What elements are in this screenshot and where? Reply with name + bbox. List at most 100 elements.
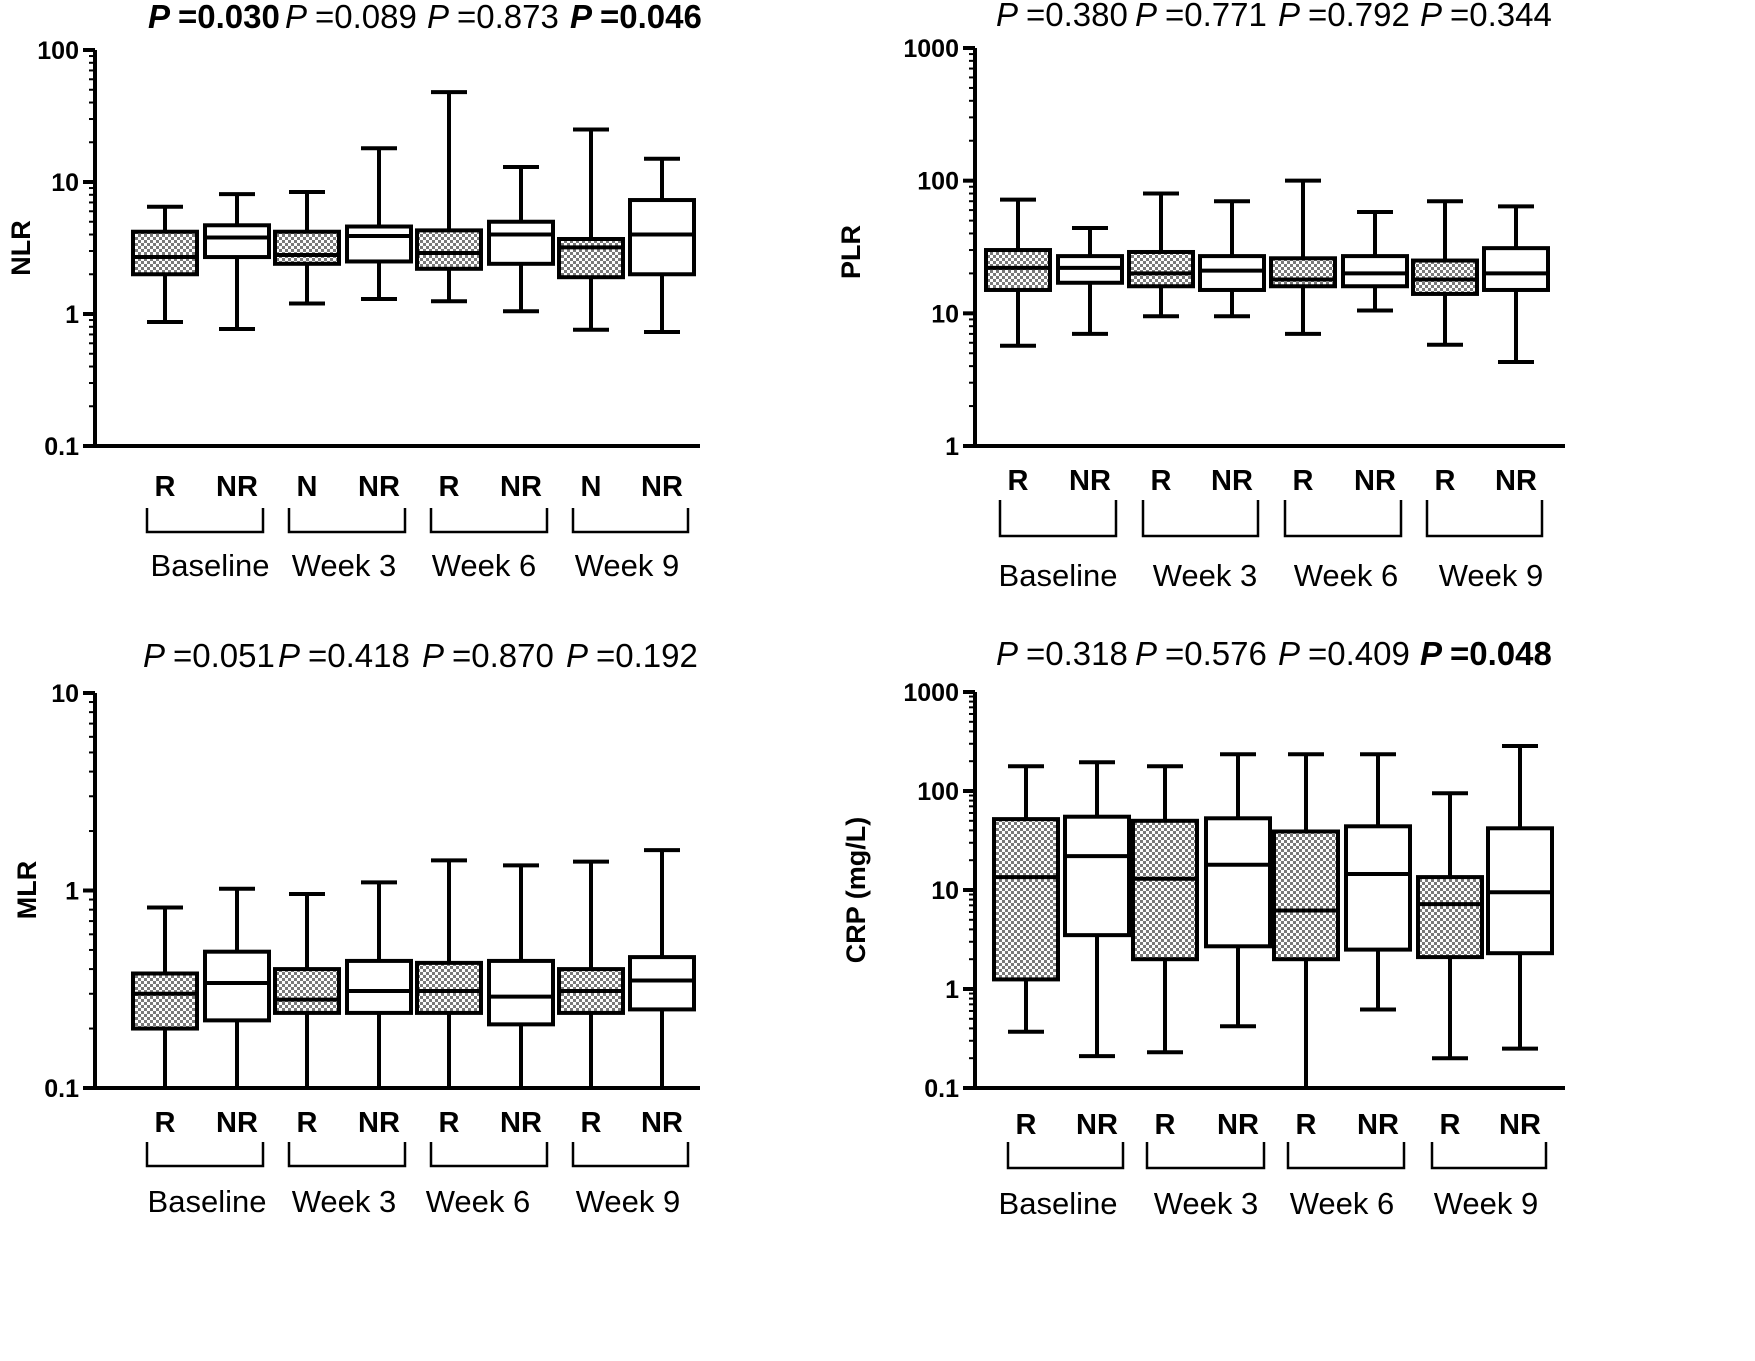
mlr-ytick-label: 0.1 [44, 1075, 79, 1103]
box-iqr [1063, 814, 1131, 938]
nlr-box-7 [628, 156, 696, 335]
mlr-group-bracket [287, 1142, 407, 1168]
crp-group-label: Week 9 [1434, 1186, 1539, 1221]
mlr-category-label: R [297, 1107, 318, 1139]
mlr-group-bracket [429, 1142, 549, 1168]
box-iqr [345, 958, 413, 1015]
plr-box-4 [1269, 178, 1337, 336]
mlr-category-label: NR [216, 1107, 258, 1139]
crp-box-4 [1272, 752, 1340, 1088]
plr-ytick-label: 1 [945, 433, 959, 461]
plr-box-5 [1341, 210, 1409, 313]
plr-p-value: P =0.792 [1278, 0, 1410, 33]
crp-group-bracket [1006, 1142, 1125, 1170]
box-iqr [1341, 254, 1409, 289]
crp-panel: 0.1 1 10 100 1000 CRP (mg/L) P =0.318 P =0.576 P… [841, 635, 1565, 1221]
crp-ytick-label: 100 [917, 778, 959, 806]
mlr-category-label: NR [358, 1107, 400, 1139]
crp-ytick-label: 1000 [903, 679, 959, 707]
nlr-ytick-label: 1 [65, 301, 79, 329]
plr-category-label: R [1435, 465, 1456, 497]
plr-p-value: P =0.771 [1135, 0, 1267, 33]
plr-category-label: NR [1069, 465, 1111, 497]
nlr-box-3 [345, 146, 413, 301]
nlr-box-1 [203, 192, 271, 331]
crp-group-bracket [1430, 1142, 1548, 1170]
mlr-box-4 [415, 858, 483, 1088]
mlr-box-1 [203, 886, 271, 1088]
plr-group-bracket [1141, 500, 1260, 538]
crp-box-7 [1486, 743, 1554, 1051]
nlr-category-label: NR [358, 471, 400, 503]
plr-box-0 [984, 197, 1052, 348]
plr-category-label: R [1293, 465, 1314, 497]
nlr-box-2 [273, 189, 341, 306]
plr-panel: 1 10 100 1000 PLR P =0.380 P =0.771 P =0.792 P =… [836, 0, 1565, 593]
nlr-group-bracket [145, 508, 265, 534]
plr-category-label: R [1008, 465, 1029, 497]
nlr-box-6 [557, 127, 625, 332]
mlr-p-value: P =0.192 [566, 637, 698, 674]
crp-ytick-label: 1 [945, 976, 959, 1004]
mlr-group-label: Week 6 [426, 1184, 531, 1219]
nlr-category-label: R [155, 471, 176, 503]
box-iqr [984, 248, 1052, 292]
nlr-category-label: NR [216, 471, 258, 503]
box-iqr [203, 949, 271, 1023]
crp-group-bracket [1286, 1142, 1406, 1170]
nlr-group-label: Week 6 [432, 548, 537, 583]
nlr-category-label: NR [500, 471, 542, 503]
nlr-p-value: P =0.030 [148, 0, 280, 35]
plr-group-label: Baseline [999, 558, 1118, 593]
mlr-box-0 [131, 905, 199, 1088]
mlr-category-label: R [581, 1107, 602, 1139]
plr-p-value: P =0.344 [1420, 0, 1552, 33]
mlr-category-label: R [155, 1107, 176, 1139]
crp-group-label: Week 3 [1154, 1186, 1259, 1221]
mlr-category-label: R [439, 1107, 460, 1139]
nlr-group-bracket [287, 508, 407, 534]
plr-category-label: NR [1495, 465, 1537, 497]
box-iqr [1416, 875, 1484, 960]
plr-group-label: Week 6 [1294, 558, 1399, 593]
mlr-box-6 [557, 859, 625, 1088]
plr-ytick-label: 10 [931, 300, 959, 328]
nlr-ytick-label: 100 [37, 37, 79, 65]
crp-p-value: P =0.318 [996, 635, 1128, 672]
crp-group-label: Baseline [999, 1186, 1118, 1221]
plr-box-3 [1198, 199, 1266, 319]
box-iqr [1482, 246, 1550, 292]
crp-box-5 [1344, 752, 1412, 1012]
plr-ytick-label: 100 [917, 168, 959, 196]
plr-group-label: Week 3 [1153, 558, 1258, 593]
crp-box-1 [1063, 760, 1131, 1059]
plr-p-value: P =0.380 [996, 0, 1128, 33]
mlr-group-label: Baseline [148, 1184, 267, 1219]
mlr-group-bracket [571, 1142, 690, 1168]
box-iqr [557, 236, 625, 280]
plr-y-axis-label: PLR [836, 225, 866, 279]
nlr-group-label: Week 3 [292, 548, 397, 583]
plr-category-label: NR [1211, 465, 1253, 497]
box-iqr [1344, 824, 1412, 952]
plr-box-6 [1411, 199, 1479, 347]
nlr-category-label: N [581, 471, 602, 503]
crp-box-2 [1131, 764, 1199, 1055]
plr-box-2 [1127, 191, 1195, 319]
crp-p-value: P =0.409 [1278, 635, 1410, 672]
mlr-box-7 [628, 848, 696, 1088]
box-iqr [1269, 256, 1337, 289]
nlr-box-0 [131, 204, 199, 324]
nlr-group-bracket [571, 508, 690, 534]
crp-p-value: P =0.048 [1420, 635, 1552, 672]
nlr-category-label: NR [641, 471, 683, 503]
plr-category-label: NR [1354, 465, 1396, 497]
box-iqr [1131, 818, 1199, 962]
mlr-p-value: P =0.051 [143, 637, 275, 674]
mlr-box-2 [273, 892, 341, 1088]
mlr-ytick-label: 1 [65, 878, 79, 906]
crp-group-label: Week 6 [1290, 1186, 1395, 1221]
plr-box-1 [1056, 225, 1124, 336]
mlr-category-label: NR [500, 1107, 542, 1139]
